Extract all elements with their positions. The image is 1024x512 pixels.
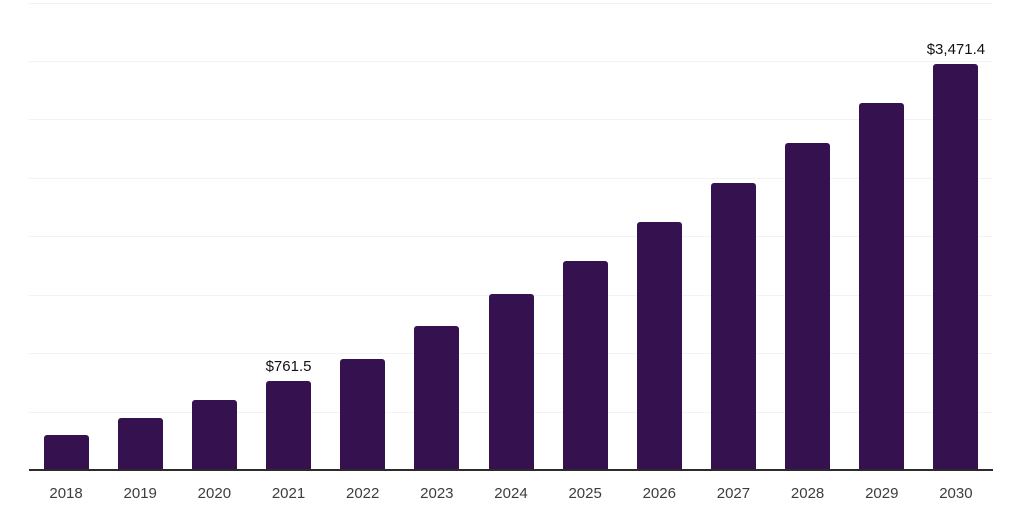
- bar-2026: [636, 222, 682, 470]
- x-tick-2021: 2021: [271, 485, 306, 502]
- bar-2025: [562, 260, 608, 470]
- x-tick-2018: 2018: [49, 485, 83, 502]
- x-tick-2027: 2027: [716, 485, 751, 502]
- x-tick-2026: 2026: [642, 485, 676, 502]
- bar-2027: [710, 182, 756, 470]
- gridline: [29, 236, 993, 238]
- bar-2021: [266, 380, 312, 470]
- data-label-2030: $3,471.4: [926, 41, 986, 59]
- bar-2030: [933, 64, 979, 470]
- bar-2023: [414, 326, 460, 470]
- data-label-2021: $761.5: [265, 357, 312, 375]
- bar-2024: [488, 294, 534, 470]
- bar-2020: [191, 399, 237, 470]
- x-tick-2030: 2030: [939, 485, 973, 502]
- x-tick-2024: 2024: [494, 485, 528, 502]
- bar-2028: [785, 143, 831, 470]
- gridline: [29, 2, 993, 4]
- bar-2019: [117, 418, 163, 470]
- x-tick-2028: 2028: [790, 485, 825, 502]
- x-tick-2022: 2022: [345, 485, 380, 502]
- gridline: [29, 119, 993, 121]
- bar-2022: [340, 359, 386, 470]
- x-tick-2019: 2019: [123, 485, 157, 502]
- x-tick-2029: 2029: [865, 485, 899, 502]
- x-tick-2023: 2023: [420, 485, 454, 502]
- x-axis-line: [29, 469, 993, 471]
- x-tick-2025: 2025: [568, 485, 602, 502]
- bar-2018: [43, 434, 89, 470]
- gridline: [29, 60, 993, 62]
- x-tick-2020: 2020: [197, 485, 232, 502]
- gridline: [29, 177, 993, 179]
- bar-2029: [859, 103, 905, 470]
